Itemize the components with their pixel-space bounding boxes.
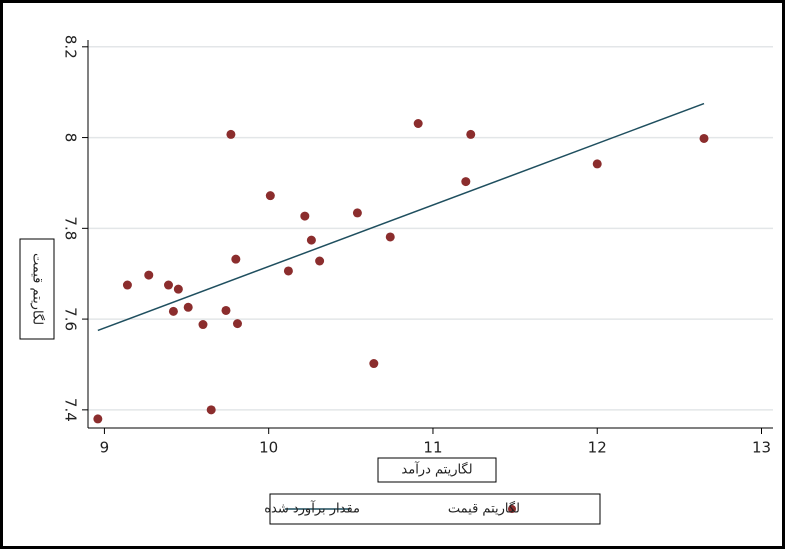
y-tick-label: 7.8 [62, 216, 80, 240]
point [413, 118, 423, 128]
point [592, 159, 602, 169]
y-tick-label: 8 [62, 133, 80, 143]
point [352, 208, 362, 218]
x-label-box [377, 457, 497, 483]
point [221, 305, 231, 315]
point [93, 414, 103, 424]
point [163, 280, 173, 290]
fit-line [97, 102, 705, 332]
point [466, 129, 476, 139]
x-tick-label: 11 [423, 439, 442, 457]
point [122, 280, 132, 290]
point [265, 191, 275, 201]
x-tick-label: 9 [100, 439, 110, 457]
x-axis-label: لگاریتم درآمد [401, 461, 472, 478]
point [306, 235, 316, 245]
point [232, 319, 242, 329]
point [226, 129, 236, 139]
y-axis-label: لگاریتم قیمت [30, 253, 46, 325]
point [144, 270, 154, 280]
point [315, 256, 325, 266]
x-tick-label: 12 [588, 439, 607, 457]
point [231, 254, 241, 264]
point [173, 284, 183, 294]
y-tick-label: 8.2 [62, 35, 80, 59]
x-tick-label: 10 [259, 439, 278, 457]
y-label-box [19, 238, 55, 340]
y-tick-label: 7.6 [62, 307, 80, 331]
point [300, 211, 310, 221]
legend-label: لگاریتم قیمت [448, 501, 520, 517]
x-tick-label: 13 [752, 439, 771, 457]
legend-swatch [508, 505, 516, 513]
point [699, 133, 709, 143]
y-tick-label: 7.4 [62, 398, 80, 422]
point [206, 405, 216, 415]
point [183, 302, 193, 312]
point [283, 266, 293, 276]
legend-label: مقدار برآورد شده [264, 500, 360, 517]
point [461, 177, 471, 187]
point [385, 232, 395, 242]
point [168, 306, 178, 316]
point [369, 359, 379, 369]
point [198, 320, 208, 330]
